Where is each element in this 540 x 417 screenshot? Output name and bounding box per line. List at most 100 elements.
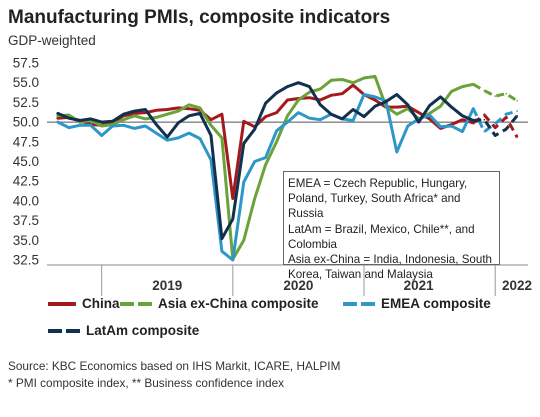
data-point-1: [439, 105, 442, 108]
y-tick-label: 37.5: [13, 213, 39, 228]
data-point-0: [428, 118, 431, 120]
data-point-0: [57, 117, 59, 119]
legend-swatch-latam: [48, 328, 80, 333]
data-point-2: [505, 113, 507, 115]
data-point-1: [177, 110, 179, 112]
data-point-2: [264, 156, 267, 159]
x-tick-label: 2022: [502, 278, 532, 293]
data-point-3: [363, 115, 365, 118]
data-point-1: [57, 115, 59, 117]
data-point-2: [363, 93, 365, 96]
data-point-3: [341, 118, 344, 120]
data-point-2: [275, 130, 278, 132]
data-point-1: [297, 99, 300, 101]
data-point-2: [352, 119, 354, 122]
data-point-3: [275, 92, 278, 94]
data-point-1: [166, 113, 169, 115]
data-point-3: [505, 128, 507, 130]
x-tick-label: 2021: [404, 278, 435, 293]
data-point-2: [286, 121, 289, 123]
data-point-3: [428, 104, 431, 107]
data-point-1: [363, 77, 365, 79]
data-point-0: [483, 114, 486, 116]
data-point-1: [516, 100, 518, 102]
data-point-2: [155, 132, 158, 134]
data-point-2: [79, 124, 81, 127]
data-point-3: [232, 218, 234, 220]
y-tick-label: 52.5: [13, 95, 39, 110]
legend-swatch-china: [48, 301, 76, 306]
data-point-1: [144, 118, 147, 120]
source-note: Source: KBC Economics based on IHS Marki…: [8, 359, 341, 373]
data-point-3: [100, 121, 103, 123]
data-point-2: [494, 122, 497, 125]
data-point-0: [461, 118, 464, 121]
data-point-1: [483, 89, 486, 92]
data-point-2: [177, 137, 179, 139]
data-point-0: [494, 126, 497, 129]
data-point-1: [374, 75, 376, 78]
data-point-3: [68, 117, 70, 119]
data-point-2: [396, 151, 398, 153]
data-point-2: [166, 139, 169, 141]
asterisk-note: * PMI composite index, ** Business confi…: [8, 376, 285, 390]
data-point-1: [352, 81, 354, 84]
y-tick-label: 47.5: [13, 134, 39, 149]
data-point-0: [133, 112, 136, 115]
data-point-0: [221, 113, 223, 115]
data-point-1: [494, 95, 497, 97]
data-point-2: [516, 110, 518, 112]
data-point-3: [199, 112, 201, 115]
y-tick-label: 50.0: [13, 115, 39, 130]
data-point-3: [210, 134, 212, 137]
footnotes: Source: KBC Economics based on IHS Marki…: [8, 358, 340, 392]
data-point-3: [264, 102, 267, 104]
y-tick-label: 35.0: [13, 233, 39, 248]
data-point-3: [319, 104, 322, 106]
data-point-2: [428, 114, 431, 116]
data-point-0: [319, 99, 322, 101]
chart-subtitle: GDP-weighted: [8, 33, 96, 48]
data-point-3: [439, 96, 442, 98]
data-point-1: [199, 107, 201, 109]
data-point-3: [483, 118, 486, 121]
data-point-3: [89, 118, 92, 120]
data-point-3: [177, 122, 179, 124]
data-point-1: [264, 163, 267, 166]
data-point-3: [122, 113, 125, 115]
data-point-2: [374, 96, 376, 98]
y-tick-label: 42.5: [13, 174, 39, 189]
data-point-1: [155, 116, 158, 119]
data-point-1: [133, 115, 136, 117]
data-point-3: [297, 81, 300, 84]
data-point-1: [319, 88, 322, 90]
legend-label-latam: LatAm composite: [86, 323, 200, 338]
data-point-2: [472, 107, 475, 110]
data-point-0: [396, 106, 398, 108]
data-point-3: [461, 115, 464, 117]
data-point-1: [461, 85, 464, 88]
legend-item-latam: LatAm composite: [48, 323, 199, 338]
data-point-2: [232, 259, 234, 261]
data-point-1: [243, 239, 245, 242]
data-point-3: [374, 105, 376, 108]
data-point-0: [155, 109, 158, 112]
data-point-2: [144, 125, 147, 127]
legend-item-asia: Asia ex-China composite: [120, 296, 319, 311]
data-point-3: [450, 106, 453, 108]
data-point-1: [308, 91, 311, 93]
legend-swatch-asia: [120, 301, 152, 306]
y-tick-label: 40.0: [13, 193, 39, 208]
data-point-2: [68, 126, 70, 129]
data-point-1: [210, 124, 212, 127]
legend-label-emea: EMEA composite: [381, 296, 491, 311]
data-point-3: [516, 115, 518, 117]
data-point-0: [505, 116, 507, 119]
x-tick-label: 2019: [152, 278, 182, 293]
data-point-3: [308, 85, 311, 88]
data-point-1: [100, 125, 103, 127]
data-point-3: [253, 128, 256, 130]
data-point-1: [68, 114, 70, 116]
legend-label-china: China: [82, 296, 120, 311]
annotation-box: EMEA = Czech Republic, Hungary, Poland, …: [283, 171, 500, 281]
